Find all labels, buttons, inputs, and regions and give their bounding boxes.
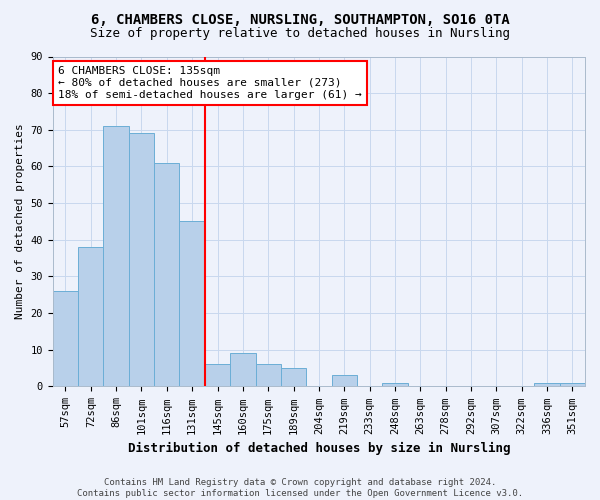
Bar xyxy=(230,354,256,386)
Bar xyxy=(78,247,103,386)
Text: 6, CHAMBERS CLOSE, NURSLING, SOUTHAMPTON, SO16 0TA: 6, CHAMBERS CLOSE, NURSLING, SOUTHAMPTON… xyxy=(91,12,509,26)
Bar xyxy=(560,382,585,386)
Text: Size of property relative to detached houses in Nursling: Size of property relative to detached ho… xyxy=(90,28,510,40)
Bar xyxy=(281,368,306,386)
Bar xyxy=(129,134,154,386)
Text: 6 CHAMBERS CLOSE: 135sqm
← 80% of detached houses are smaller (273)
18% of semi-: 6 CHAMBERS CLOSE: 135sqm ← 80% of detach… xyxy=(58,66,362,100)
Bar xyxy=(332,376,357,386)
Bar xyxy=(256,364,281,386)
Bar xyxy=(154,163,179,386)
Text: Contains HM Land Registry data © Crown copyright and database right 2024.
Contai: Contains HM Land Registry data © Crown c… xyxy=(77,478,523,498)
X-axis label: Distribution of detached houses by size in Nursling: Distribution of detached houses by size … xyxy=(128,442,510,455)
Bar xyxy=(205,364,230,386)
Y-axis label: Number of detached properties: Number of detached properties xyxy=(15,124,25,320)
Bar xyxy=(53,291,78,386)
Bar xyxy=(179,222,205,386)
Bar xyxy=(103,126,129,386)
Bar xyxy=(382,382,407,386)
Bar xyxy=(535,382,560,386)
